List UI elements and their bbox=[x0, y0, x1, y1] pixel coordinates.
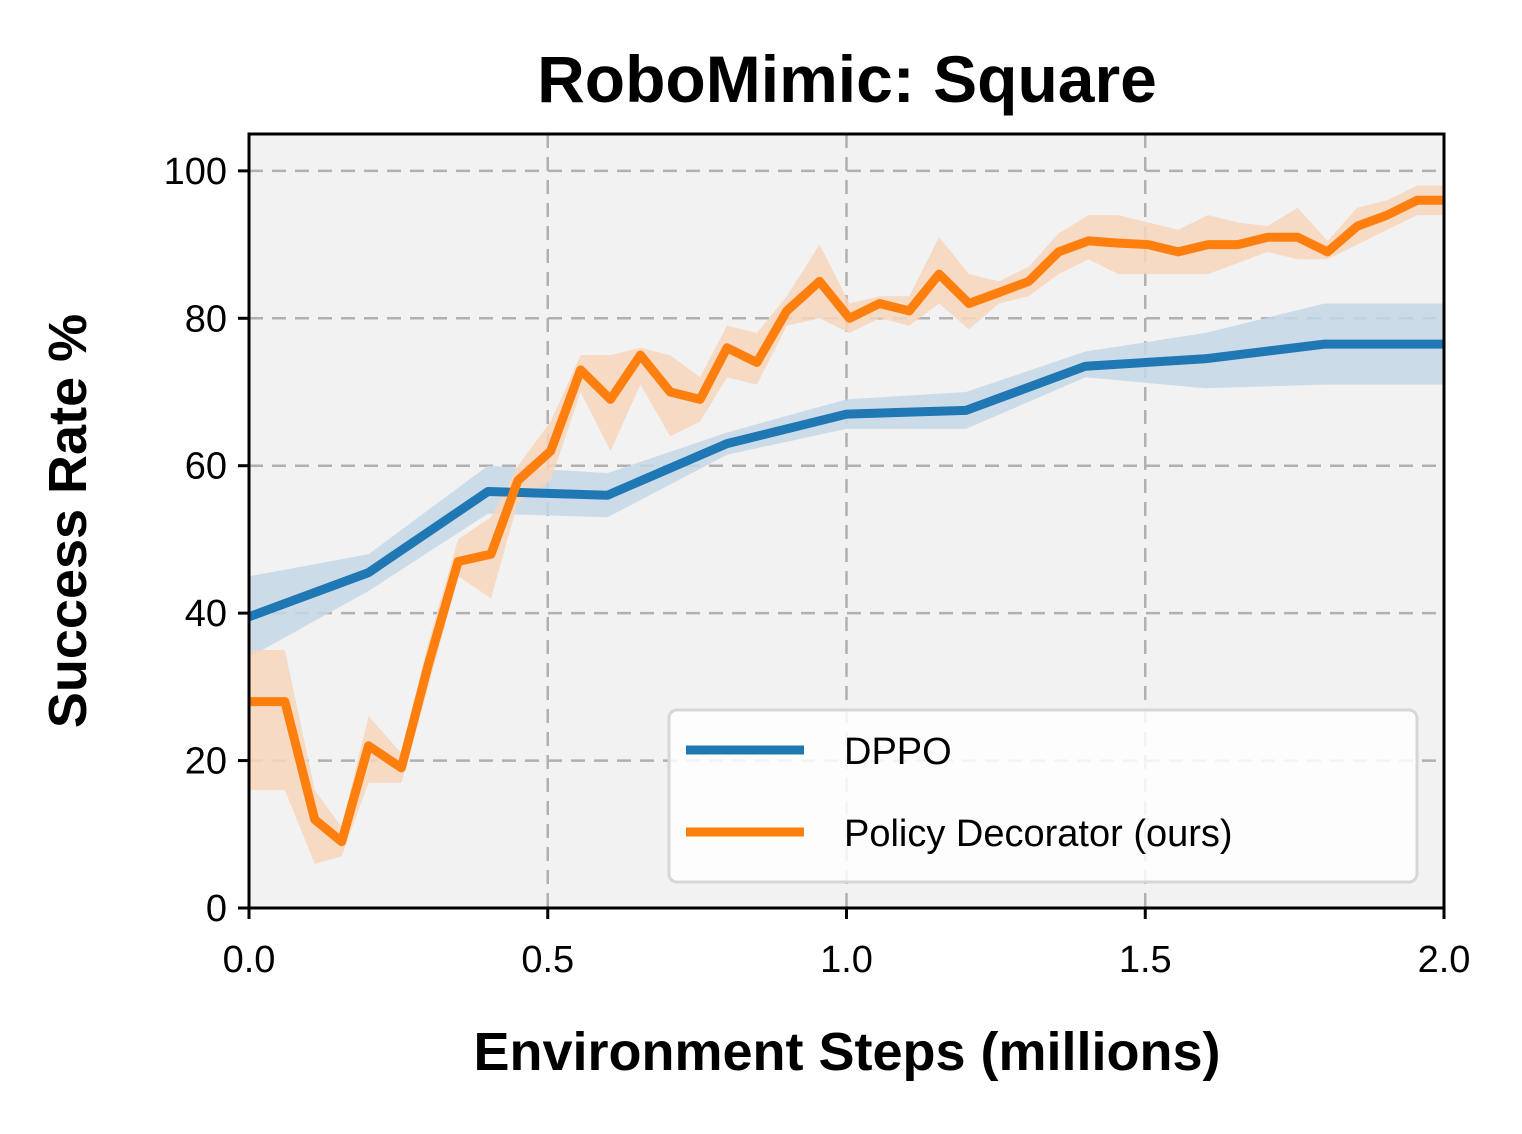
x-tick-label: 0.0 bbox=[223, 939, 276, 981]
x-axis-label: Environment Steps (millions) bbox=[473, 1022, 1220, 1082]
series-line-0 bbox=[247, 339, 1444, 622]
series-line-1 bbox=[249, 195, 1444, 847]
y-tick-label: 100 bbox=[164, 151, 227, 193]
x-tick-label: 1.0 bbox=[820, 939, 873, 981]
legend-box bbox=[667, 708, 1419, 884]
y-tick-label: 80 bbox=[185, 298, 227, 340]
x-tick-label: 2.0 bbox=[1418, 939, 1471, 981]
y-tick-label: 40 bbox=[185, 593, 227, 635]
y-tick-label: 0 bbox=[206, 888, 227, 930]
legend: DPPO Policy Decorator (ours) bbox=[667, 708, 1419, 884]
y-tick-label: 20 bbox=[185, 741, 227, 783]
y-axis-label: Success Rate % bbox=[38, 314, 98, 728]
y-tick-label: 60 bbox=[185, 446, 227, 488]
legend-label: Policy Decorator (ours) bbox=[844, 813, 1233, 855]
x-tick-label: 0.5 bbox=[521, 939, 574, 981]
legend-label: DPPO bbox=[844, 731, 952, 773]
axis-ticks: 0.0 0.5 1.0 1.5 2.0 0 20 40 60 80 100 bbox=[164, 151, 1471, 981]
series-lines bbox=[247, 195, 1444, 847]
series-band-0 bbox=[249, 303, 1444, 658]
chart-title: RoboMimic: Square bbox=[537, 42, 1157, 116]
x-tick-label: 1.5 bbox=[1119, 939, 1172, 981]
